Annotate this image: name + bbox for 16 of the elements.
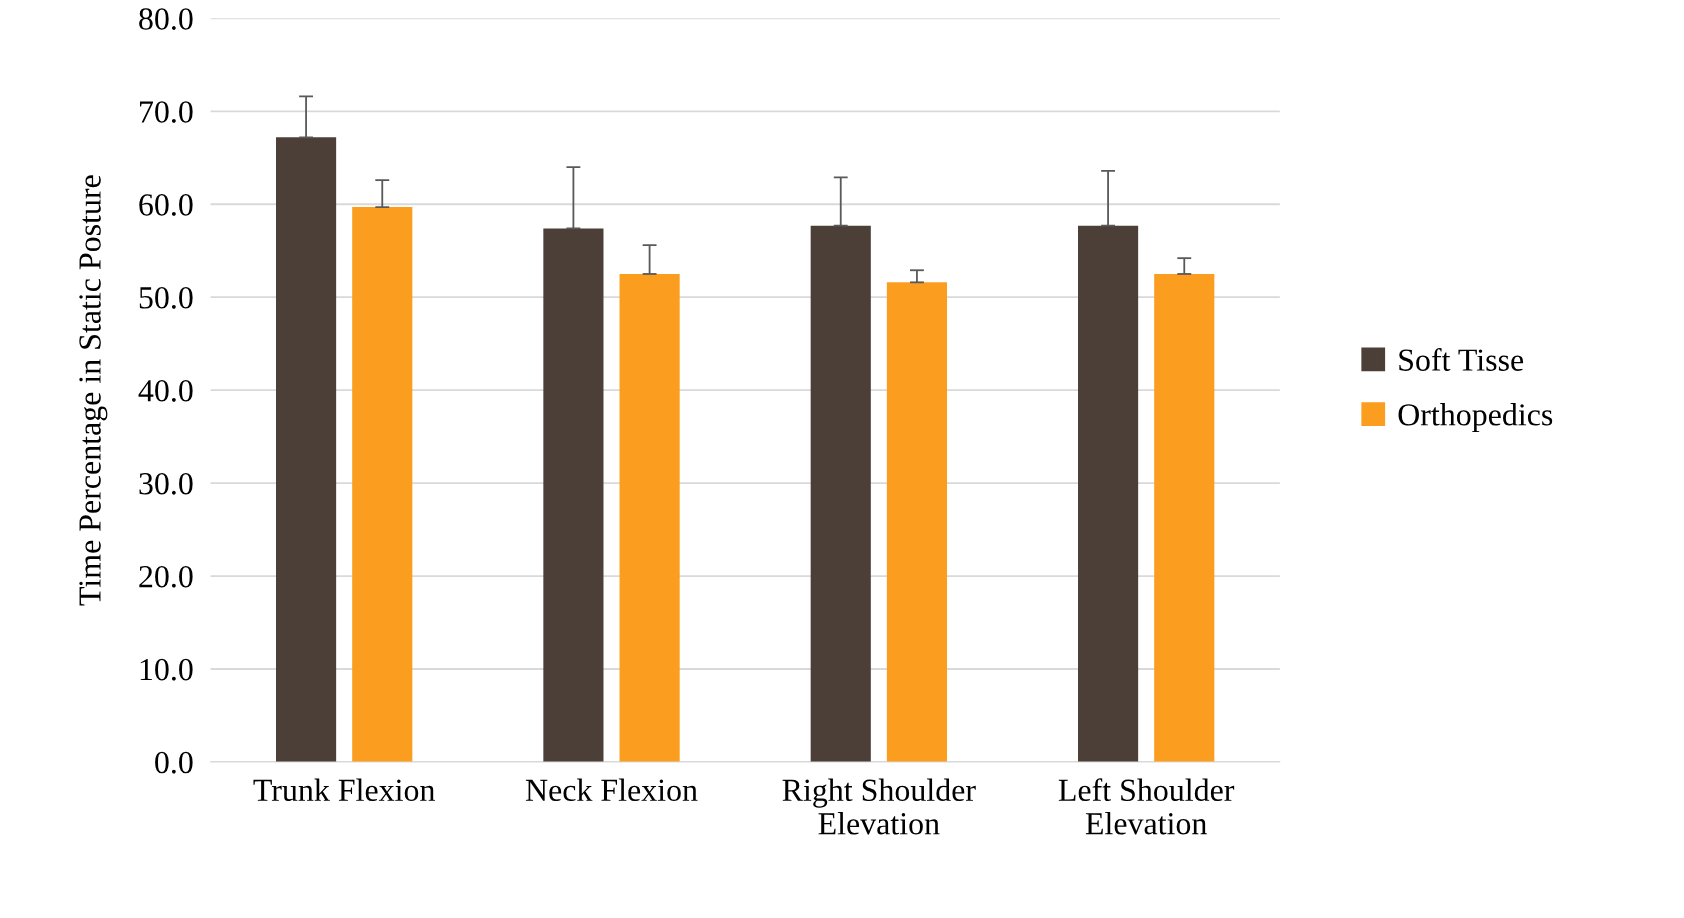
x-tick-label: Trunk Flexion [253, 778, 435, 802]
y-axis-title: Time Percentage in Static Posture [79, 175, 108, 606]
y-tick-label: 30.0 [139, 472, 193, 495]
y-tick-label: 20.0 [139, 565, 193, 588]
y-tick-label: 70.0 [140, 101, 193, 123]
y-tick-label: 60.0 [139, 194, 193, 216]
y-tick-label: 80.0 [139, 8, 193, 30]
y-tick-label: 10.0 [140, 658, 193, 681]
y-tick-label: 0.0 [155, 751, 193, 774]
legend-label: Orthopedics [1398, 403, 1553, 433]
y-tick-label: 50.0 [139, 287, 193, 309]
x-tick-label: Right Shoulder Elevation [782, 778, 976, 835]
y-tick-label: 40.0 [138, 379, 193, 402]
x-tick-label: Neck Flexion [525, 778, 698, 802]
x-tick-label: Left Shoulder Elevation [1058, 778, 1235, 835]
legend-label: Soft Tisse [1399, 348, 1524, 371]
